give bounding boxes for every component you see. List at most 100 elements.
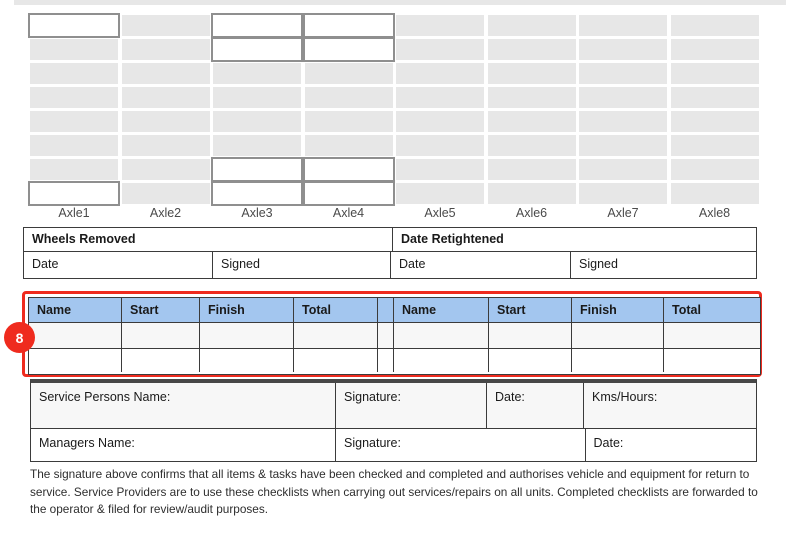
managers-name-cell[interactable]: Managers Name: <box>31 428 336 461</box>
axle-grid-cell <box>121 111 210 132</box>
torque-input-box[interactable] <box>302 157 395 182</box>
service-persons-name-cell[interactable]: Service Persons Name: <box>31 383 336 428</box>
wheels-detail-row: Date Signed Date Signed <box>24 251 756 278</box>
manager-row: Managers Name: Signature: Date: <box>31 428 756 461</box>
crew-empty-cell[interactable] <box>394 323 489 348</box>
total-header-left: Total <box>294 298 378 322</box>
axle-grid-cell <box>670 63 759 84</box>
wheels-header-row: Wheels Removed Date Retightened <box>24 228 756 252</box>
axle-grid-cell <box>396 183 484 204</box>
axle-grid-cell <box>121 15 210 36</box>
axle-grid-cell <box>579 39 667 60</box>
crew-empty-cell[interactable] <box>394 349 489 372</box>
axle-grid-cell <box>487 159 576 180</box>
crew-empty-cell[interactable] <box>664 349 760 372</box>
axle-grid-cell <box>487 39 576 60</box>
torque-input-box[interactable] <box>211 37 303 62</box>
wheels-date-cell[interactable]: Date <box>24 251 213 278</box>
axle-grid-cell <box>304 87 393 108</box>
date-retightened-header: Date Retightened <box>401 232 504 246</box>
crew-time-table: Name Start Finish Total Name Start Finis… <box>28 297 761 375</box>
wheels-signed-cell[interactable]: Signed <box>213 251 391 278</box>
axle-grid-cell <box>487 87 576 108</box>
axle-grid-cell <box>396 63 484 84</box>
axle-grid-cell <box>670 135 759 156</box>
axle-grid-cell <box>487 111 576 132</box>
crew-empty-cell[interactable] <box>572 323 664 348</box>
crew-empty-cell[interactable] <box>122 323 200 348</box>
crew-empty-cell[interactable] <box>489 349 572 372</box>
axle-grid-cell <box>396 15 484 36</box>
retightened-signed-cell[interactable]: Signed <box>579 256 618 271</box>
axle-grid-cell <box>121 87 210 108</box>
axle-label: Axle4 <box>332 206 365 220</box>
service-date-cell[interactable]: Date: <box>487 383 584 428</box>
axle-grid-cell <box>670 159 759 180</box>
retightened-date-cell[interactable]: Date <box>391 251 571 278</box>
torque-input-box[interactable] <box>28 181 120 206</box>
torque-input-box[interactable] <box>211 13 303 38</box>
crew-empty-cell[interactable] <box>29 323 122 348</box>
axle-grid-cell <box>30 39 118 60</box>
axle-grid-cell <box>670 87 759 108</box>
torque-input-box[interactable] <box>211 181 303 206</box>
axle-grid-cell <box>396 87 484 108</box>
axle-grid-cell <box>670 183 759 204</box>
axle-grid-cell <box>579 111 667 132</box>
axle-grid-cell <box>121 135 210 156</box>
crew-empty-cell[interactable] <box>200 349 294 372</box>
axle-grid-cell <box>213 135 301 156</box>
axle-grid-cell <box>396 39 484 60</box>
axle-grid-cell <box>30 111 118 132</box>
service-person-row: Service Persons Name: Signature: Date: K… <box>31 383 756 429</box>
axle-grid-cell <box>579 159 667 180</box>
axle-grid-cell <box>579 87 667 108</box>
wheels-removed-header: Wheels Removed <box>24 228 393 251</box>
crew-empty-cell[interactable] <box>294 349 378 372</box>
finish-header-left: Finish <box>200 298 294 322</box>
crew-row-1 <box>29 323 760 349</box>
start-header-left: Start <box>122 298 200 322</box>
spacer-cell <box>378 323 394 348</box>
axle-grid-cell <box>396 159 484 180</box>
axle-label: Axle2 <box>149 206 182 220</box>
signature-table: Service Persons Name: Signature: Date: K… <box>30 379 757 462</box>
torque-input-box[interactable] <box>302 13 395 38</box>
axle-grid-cell <box>670 15 759 36</box>
crew-empty-cell[interactable] <box>29 349 122 372</box>
torque-input-box[interactable] <box>28 13 120 38</box>
crew-empty-cell[interactable] <box>200 323 294 348</box>
name-header-left: Name <box>29 298 122 322</box>
axle-grid-cell <box>487 135 576 156</box>
crew-empty-cell[interactable] <box>572 349 664 372</box>
axle-grid-cell <box>121 159 210 180</box>
axle-label: Axle6 <box>515 206 548 220</box>
axle-grid-cell <box>213 63 301 84</box>
axle-grid-cell <box>30 63 118 84</box>
axle-grid-cell <box>396 111 484 132</box>
cropped-row-strip <box>14 0 786 5</box>
crew-empty-cell[interactable] <box>489 323 572 348</box>
axle-grid-cell <box>30 135 118 156</box>
axle-grid-cell <box>670 39 759 60</box>
kms-hours-cell[interactable]: Kms/Hours: <box>592 390 658 404</box>
crew-empty-cell[interactable] <box>664 323 760 348</box>
torque-input-box[interactable] <box>302 181 395 206</box>
crew-empty-cell[interactable] <box>294 323 378 348</box>
manager-date-cell[interactable]: Date: <box>593 435 624 450</box>
axle-grid-cell <box>121 63 210 84</box>
axle-label: Axle7 <box>607 206 639 220</box>
start-header-right: Start <box>489 298 572 322</box>
axle-label: Axle3 <box>241 206 273 220</box>
axle-grid-cell <box>30 159 118 180</box>
torque-input-box[interactable] <box>302 37 395 62</box>
service-signature-cell[interactable]: Signature: <box>336 383 487 428</box>
annotation-badge-8: 8 <box>4 322 35 353</box>
torque-input-box[interactable] <box>211 157 303 182</box>
crew-empty-cell[interactable] <box>122 349 200 372</box>
axle-grid-cell <box>579 183 667 204</box>
axle-label: Axle8 <box>698 206 731 220</box>
manager-signature-cell[interactable]: Signature: <box>336 428 586 461</box>
spacer-header <box>378 298 394 322</box>
